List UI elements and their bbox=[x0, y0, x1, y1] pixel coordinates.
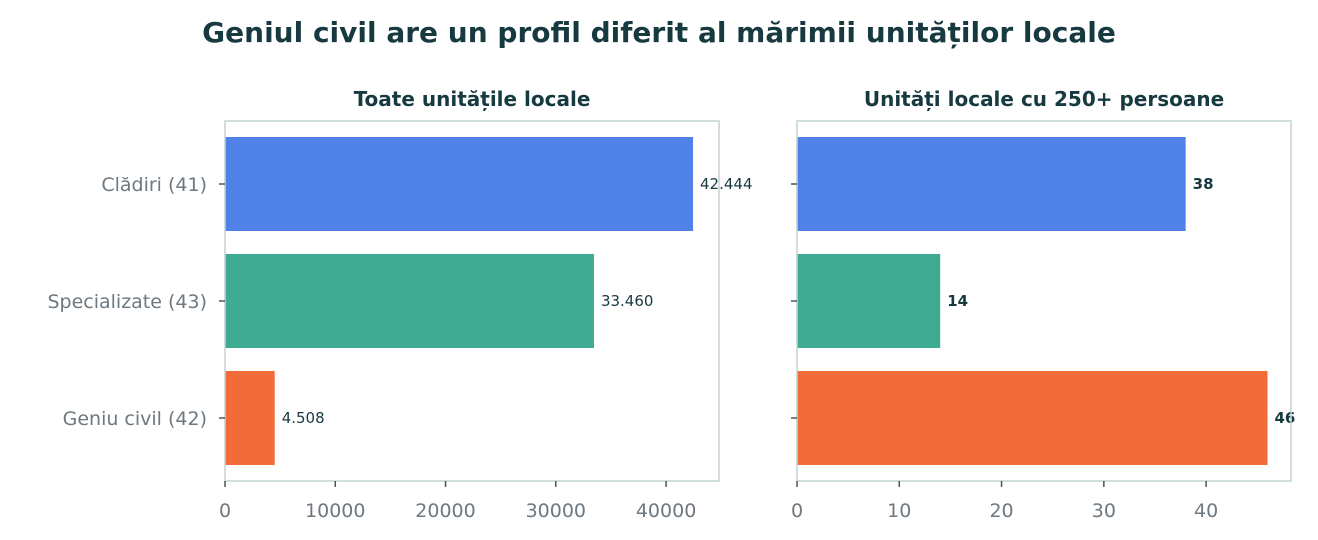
category-label-1: Clădiri (41) bbox=[101, 174, 207, 196]
panel-1-xtick-label-1: 0 bbox=[219, 500, 231, 522]
panel-2-bar-2 bbox=[797, 254, 941, 348]
panel-1-xtick-label-4: 30000 bbox=[526, 500, 586, 522]
panel-1-bar-3 bbox=[225, 371, 275, 465]
panel-2-xtick-label-3: 20 bbox=[989, 500, 1013, 522]
panel-1-xtick-label-3: 20000 bbox=[415, 500, 475, 522]
panel-1-xtick-label-5: 40000 bbox=[636, 500, 696, 522]
panel-1-bar-2 bbox=[225, 254, 594, 348]
panel-2-title: Unități locale cu 250+ persoane bbox=[864, 87, 1224, 111]
category-label-2: Specializate (43) bbox=[47, 291, 207, 313]
panel-2-value-label-1: 38 bbox=[1193, 175, 1214, 193]
panel-1-title: Toate unitățile locale bbox=[354, 87, 591, 111]
panel-2-xtick-label-5: 40 bbox=[1194, 500, 1218, 522]
panel-2-bar-3 bbox=[797, 371, 1268, 465]
panel-2-xtick-label-2: 10 bbox=[887, 500, 911, 522]
category-label-3: Geniu civil (42) bbox=[63, 408, 207, 430]
panel-2-bar-1 bbox=[797, 137, 1186, 231]
panel-2-value-label-3: 46 bbox=[1274, 409, 1295, 427]
chart-title: Geniul civil are un profil diferit al mă… bbox=[202, 16, 1116, 49]
panel-1-value-label-3: 4.508 bbox=[282, 409, 325, 427]
panel-1-value-label-1: 42.444 bbox=[700, 175, 753, 193]
panel-2-value-label-2: 14 bbox=[947, 292, 968, 310]
panel-2-xtick-label-1: 0 bbox=[791, 500, 803, 522]
panel-1-value-label-2: 33.460 bbox=[601, 292, 654, 310]
panel-1-bar-1 bbox=[225, 137, 694, 231]
panel-1-xtick-label-2: 10000 bbox=[305, 500, 365, 522]
panel-2-xtick-label-4: 30 bbox=[1092, 500, 1116, 522]
